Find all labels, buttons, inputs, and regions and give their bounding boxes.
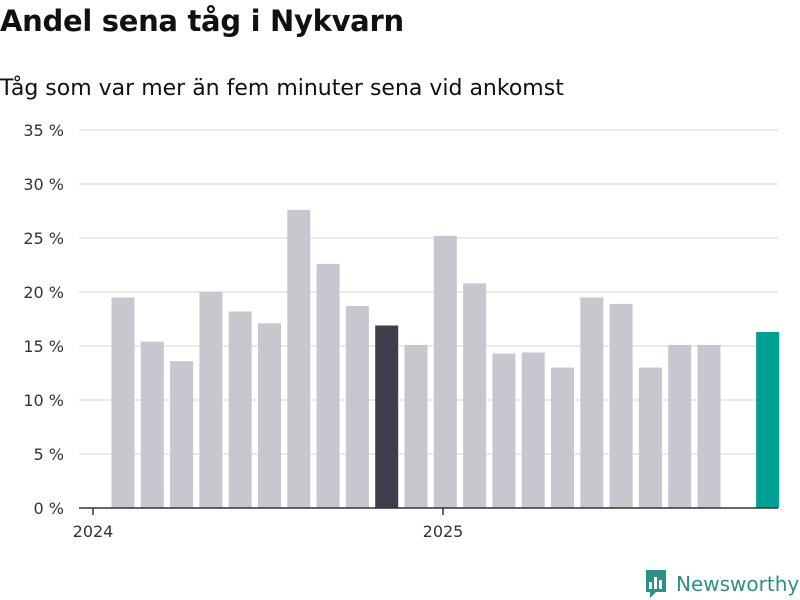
bar-2025-02	[492, 353, 516, 508]
bar-2024-03	[170, 361, 194, 508]
bar-2025-05	[580, 297, 604, 508]
bar-2024-11	[404, 344, 428, 508]
chart-subtitle: Tåg som var mer än fem minuter sena vid …	[0, 76, 564, 101]
bar-2025-09	[697, 344, 721, 508]
brand-name: Newsworthy	[676, 572, 800, 596]
bar-2024-06	[258, 323, 281, 508]
gridlines	[79, 129, 778, 455]
chart-title: Andel sena tåg i Nykvarn	[0, 4, 404, 38]
newsworthy-icon	[646, 570, 666, 598]
bar-2024-04	[199, 292, 223, 508]
bar-2025-06	[609, 303, 633, 508]
y-tick-label: 10 %	[23, 391, 64, 410]
y-tick-label: 5 %	[34, 445, 64, 464]
x-tick-label: 2025	[423, 522, 464, 541]
bar-2024-01	[111, 297, 135, 508]
bar-2024-07	[287, 209, 311, 509]
y-tick-label: 30 %	[23, 175, 64, 194]
newsworthy-logo: Newsworthy	[644, 568, 799, 600]
bar-2025-11	[756, 331, 780, 508]
x-axis: 2024 2025	[73, 507, 778, 541]
bar-2024-05	[228, 311, 252, 508]
bar-2025-04	[551, 367, 574, 508]
x-tick-label: 2024	[73, 522, 114, 541]
bar-2025-01	[463, 283, 487, 508]
bar-2025-08	[668, 344, 692, 508]
bar-2025-07	[638, 367, 662, 508]
y-tick-label: 35 %	[23, 121, 64, 140]
bar-2024-08	[316, 263, 340, 508]
bar-2024-09	[345, 306, 369, 508]
bar-2024-12	[433, 235, 457, 508]
bar-2024-02	[140, 341, 164, 508]
y-tick-label: 20 %	[23, 283, 64, 302]
bar-2025-03	[521, 352, 545, 508]
bars	[111, 209, 780, 509]
y-axis-labels: 0 % 5 % 10 % 15 % 20 % 25 % 30 % 35 %	[23, 121, 64, 518]
bar-2024-10	[375, 325, 399, 508]
y-tick-label: 15 %	[23, 337, 64, 356]
y-tick-label: 0 %	[34, 499, 64, 518]
y-tick-label: 25 %	[23, 229, 64, 248]
